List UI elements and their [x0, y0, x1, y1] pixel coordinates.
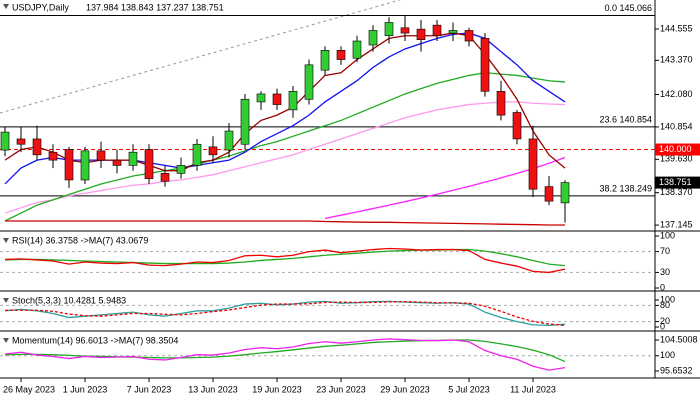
indicator-line [5, 300, 566, 327]
candle-body [448, 30, 458, 34]
y-tick-label: 144.555 [660, 23, 693, 33]
candle-body [208, 146, 218, 156]
candle-body [544, 186, 554, 202]
y-tick-label: 80 [660, 300, 670, 310]
candle-body [320, 49, 330, 71]
panel-title: RSI(14) 36.3758 ->MA(7) 43.0679 [12, 235, 148, 245]
indicator-line [324, 156, 566, 219]
candle-body [144, 149, 154, 179]
y-tick-label: 140.854 [660, 121, 693, 131]
y-tick-label: 100 [660, 230, 675, 240]
x-tick-label: 7 Jun 2023 [127, 384, 172, 394]
indicator-line [4, 101, 566, 214]
candle-body [272, 93, 282, 105]
candle-body [240, 98, 250, 145]
candle-body [256, 93, 266, 103]
candle-body [496, 91, 506, 116]
symbol-title: USDJPY,Daily [12, 2, 69, 12]
candle-body [464, 30, 474, 42]
ohlc-readout: 137.984 138.843 137.237 138.751 [86, 2, 224, 12]
candle-body [336, 49, 346, 60]
menu-icon [3, 238, 9, 243]
candle-body [352, 40, 362, 59]
y-tick-label: 142.080 [660, 89, 693, 99]
x-tick-label: 1 Jun 2023 [63, 384, 108, 394]
x-tick-label: 5 Jul 2023 [448, 384, 490, 394]
menu-icon [3, 338, 9, 343]
candle-body [96, 150, 106, 161]
y-tick-label: 100 [660, 294, 675, 304]
candle-body [48, 151, 58, 161]
indicator-line [5, 220, 565, 226]
y-tick-label: 70 [660, 246, 670, 256]
candle-body [16, 138, 26, 145]
candle-body [64, 149, 74, 181]
candle-body [416, 28, 426, 41]
y-tick-label: 137.145 [660, 219, 693, 229]
indicator-line [4, 247, 566, 274]
candle-body [368, 30, 378, 46]
y-tick-label: 0 [660, 321, 665, 331]
candle-body [560, 182, 570, 204]
y-tick-label: 20 [660, 316, 670, 326]
y-tick-label: 100 [660, 350, 675, 360]
x-tick-label: 29 Jun 2023 [380, 384, 430, 394]
price-tag-label: 140.000 [659, 144, 692, 154]
price-tag [655, 176, 700, 189]
candle-body [480, 38, 490, 92]
x-tick-label: 11 Jul 2023 [510, 384, 556, 394]
indicator-line [4, 248, 566, 267]
fib-label: 23.6 140.854 [599, 114, 652, 124]
candle-body [80, 150, 90, 181]
candle-body [128, 151, 138, 166]
candle-body [304, 64, 314, 100]
candle-body [288, 91, 298, 111]
y-tick-label: 139.630 [660, 154, 693, 164]
candle-body [112, 159, 122, 166]
indicator-line [4, 72, 566, 222]
candle-body [160, 173, 170, 182]
y-tick-label: 104.5008 [660, 334, 698, 344]
x-tick-label: 13 Jun 2023 [188, 384, 238, 394]
candle-body [528, 138, 538, 190]
price-tag [655, 143, 700, 156]
candle-body [384, 22, 394, 37]
candle-body [432, 24, 442, 37]
menu-icon [3, 298, 9, 303]
indicator-line [4, 339, 566, 363]
y-tick-label: 95.6532 [660, 365, 693, 375]
candle-body [0, 131, 10, 151]
y-tick-label: 0 [660, 282, 665, 292]
y-tick-label: 30 [660, 267, 670, 277]
x-tick-label: 23 Jun 2023 [316, 384, 366, 394]
candle-body [512, 112, 522, 140]
fib-label: 38.2 138.249 [599, 183, 652, 193]
candle-body [32, 138, 42, 156]
candle-body [192, 143, 202, 166]
x-tick-label: 19 Jun 2023 [252, 384, 302, 394]
candle-body [224, 130, 234, 151]
indicator-line [4, 338, 566, 371]
candle-body [176, 165, 186, 174]
menu-icon[interactable] [3, 4, 9, 9]
y-tick-label: 143.370 [660, 55, 693, 65]
price-tag-label: 138.751 [659, 177, 692, 187]
candle-body [400, 27, 410, 34]
y-tick-label: 138.370 [660, 187, 693, 197]
panel-title: Momentum(14) 96.6013 ->MA(7) 98.3504 [12, 335, 178, 345]
x-tick-label: 26 May 2023 [3, 384, 55, 394]
panel-title: Stoch(5,3,3) 10.4281 5.9483 [12, 295, 126, 305]
fib-label: 0.0 145.066 [604, 3, 652, 13]
